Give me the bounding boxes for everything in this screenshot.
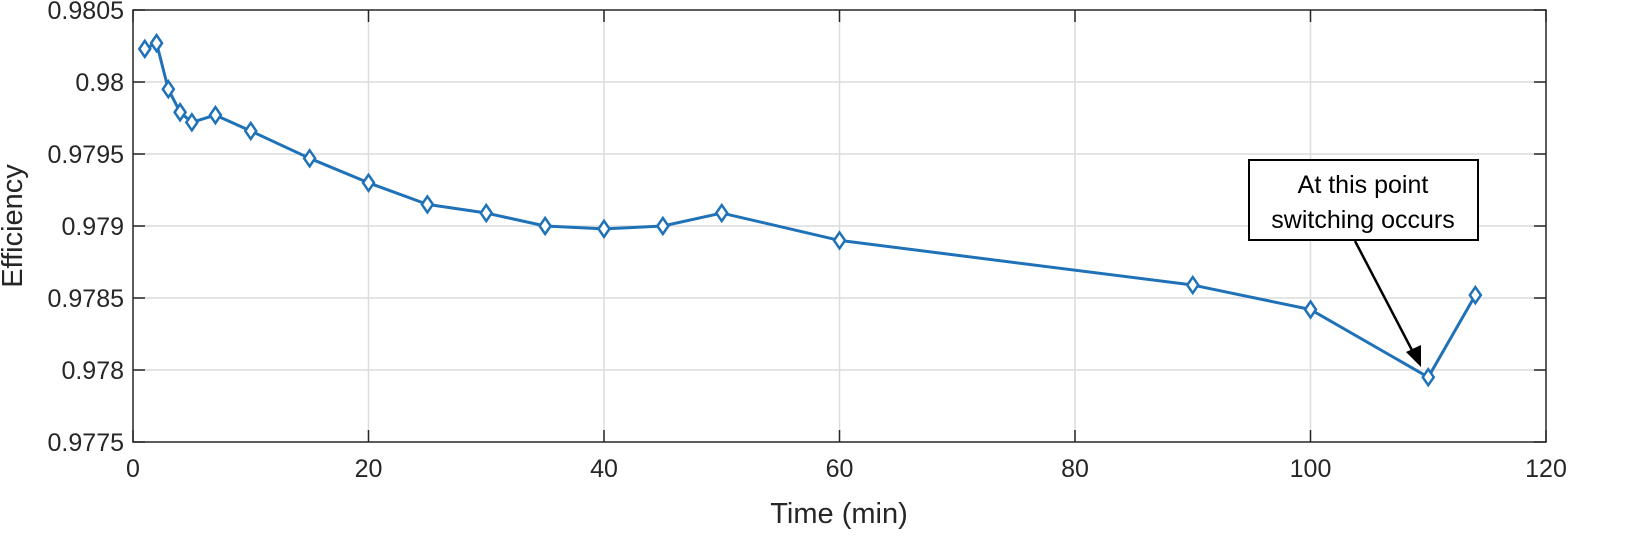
x-tick-label: 60 xyxy=(826,455,854,483)
switching-annotation: At this point switching occurs xyxy=(1248,159,1479,367)
x-tick-label: 80 xyxy=(1061,455,1089,483)
data-point-marker xyxy=(361,172,376,194)
y-tick-label: 0.9805 xyxy=(48,0,124,25)
data-point-marker xyxy=(302,148,317,169)
x-tick-label: 20 xyxy=(355,455,383,483)
data-point-marker xyxy=(184,112,199,133)
y-tick-label: 0.979 xyxy=(61,213,124,241)
y-tick-label: 0.9795 xyxy=(48,141,124,169)
y-tick-label: 0.9785 xyxy=(48,285,124,313)
axis-ticks: 0 20 40 60 80 100 120 0.9775 0.978 0.9785 0.979 0.9… xyxy=(48,0,1567,483)
data-point-marker xyxy=(1185,274,1200,296)
x-axis-label: Time (min) xyxy=(770,498,907,530)
annotation-box xyxy=(1248,159,1479,241)
data-point-marker xyxy=(149,32,164,54)
data-point-marker xyxy=(596,218,612,240)
annotation-line-2: switching occurs xyxy=(1271,206,1454,234)
annotation-arrow-shaft xyxy=(1353,240,1416,355)
data-point-marker xyxy=(714,202,729,224)
annotation-line-1: At this point xyxy=(1298,171,1429,199)
efficiency-markers xyxy=(137,32,1483,388)
data-point-marker xyxy=(655,215,670,237)
data-point-marker xyxy=(137,38,152,60)
data-point-marker xyxy=(1421,366,1436,388)
x-tick-label: 0 xyxy=(126,455,140,483)
data-point-marker xyxy=(538,215,553,237)
y-tick-label: 0.978 xyxy=(61,357,124,385)
y-tick-label: 0.9775 xyxy=(48,429,124,457)
data-point-marker xyxy=(1303,299,1318,320)
data-point-marker xyxy=(208,104,223,126)
y-axis-label: Efficiency xyxy=(0,164,29,288)
data-point-marker xyxy=(479,202,494,224)
annotation-arrowhead xyxy=(1406,345,1421,367)
x-tick-label: 100 xyxy=(1290,455,1332,483)
data-point-marker xyxy=(243,120,258,142)
data-point-marker xyxy=(173,102,188,123)
data-point-marker xyxy=(1468,284,1483,306)
x-tick-label: 120 xyxy=(1525,455,1567,483)
x-tick-label: 40 xyxy=(590,455,618,483)
data-point-marker xyxy=(161,78,176,100)
data-point-marker xyxy=(832,230,847,251)
data-point-marker xyxy=(420,194,435,215)
y-tick-label: 0.98 xyxy=(75,69,124,97)
